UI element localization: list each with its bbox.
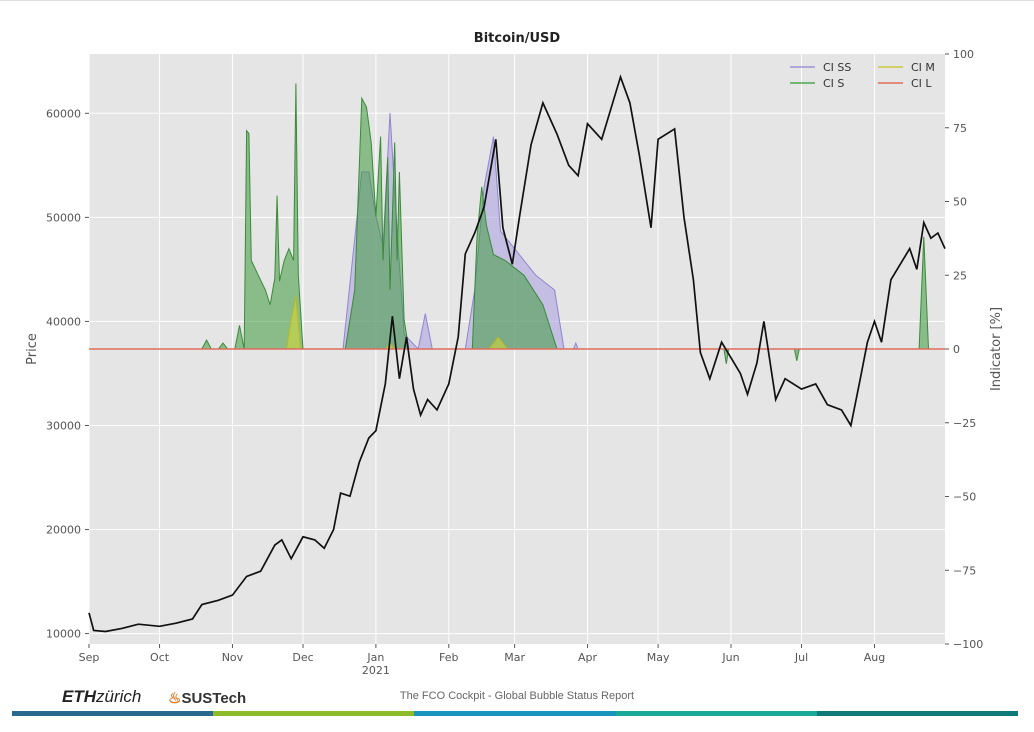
footer-bar-segment	[213, 711, 415, 716]
ci-s-area	[201, 83, 929, 364]
y2-tick-label: −25	[953, 417, 976, 430]
flame-icon: ♨	[168, 690, 182, 707]
x-tick-label: Jun	[721, 651, 739, 664]
y-tick-label: 60000	[46, 107, 81, 120]
sustech-logo: ♨SUSTech	[168, 690, 247, 707]
x-tick-label: Nov	[222, 651, 244, 664]
y2-tick-label: 75	[953, 122, 967, 135]
y2-tick-label: 0	[953, 343, 960, 356]
x-tick-label: Dec	[292, 651, 313, 664]
legend-label: CI SS	[823, 61, 851, 74]
y-tick-label: 50000	[46, 211, 81, 224]
x-tick-label: Feb	[439, 651, 458, 664]
y-tick-label: 10000	[46, 628, 81, 641]
legend-label: CI M	[911, 61, 935, 74]
price-line	[88, 74, 946, 633]
y-tick-label: 30000	[46, 419, 81, 432]
legend-label: CI L	[911, 77, 932, 90]
chart-title: Bitcoin/USD	[474, 31, 561, 46]
footer-bar-segment	[615, 711, 817, 716]
y-axis-label: Price	[25, 333, 40, 365]
report-title: The FCO Cockpit - Global Bubble Status R…	[399, 690, 635, 702]
x-tick-label: Jan	[366, 651, 384, 664]
x-tick-label: Sep	[79, 651, 100, 664]
footer-color-bar	[12, 711, 1019, 716]
y2-tick-label: 100	[953, 48, 974, 61]
x-tick-label: Apr	[578, 651, 598, 664]
legend-label: CI S	[823, 77, 844, 90]
footer-bar-segment	[414, 711, 616, 716]
x-tick-label: May	[647, 651, 670, 664]
y2-tick-label: 50	[953, 196, 967, 209]
y2-tick-label: 25	[953, 269, 967, 282]
eth-zurich-logo: ETHzürich	[62, 687, 142, 706]
y2-tick-label: −75	[953, 564, 976, 577]
bitcoin-chart: 10000 20000 30000 40000 50000 60000 100 75 50 25 0…	[25, 31, 1004, 677]
y-tick-label: 40000	[46, 315, 81, 328]
x-tick-label: Mar	[504, 651, 525, 664]
footer-bar-segment	[816, 711, 1019, 716]
footer-bar-segment	[12, 711, 214, 716]
x-tick-label: Aug	[864, 651, 885, 664]
y2-tick-label: −50	[953, 491, 976, 504]
y2-tick-label: −100	[953, 638, 983, 651]
x-tick-sublabel: 2021	[362, 664, 390, 677]
x-tick-label: Oct	[150, 651, 170, 664]
y-tick-label: 20000	[46, 524, 81, 537]
y2-axis-label: Indicator [%]	[989, 307, 1004, 391]
legend: CI SS CI M CI S CI L	[790, 61, 935, 90]
x-tick-label: Jul	[794, 651, 808, 664]
